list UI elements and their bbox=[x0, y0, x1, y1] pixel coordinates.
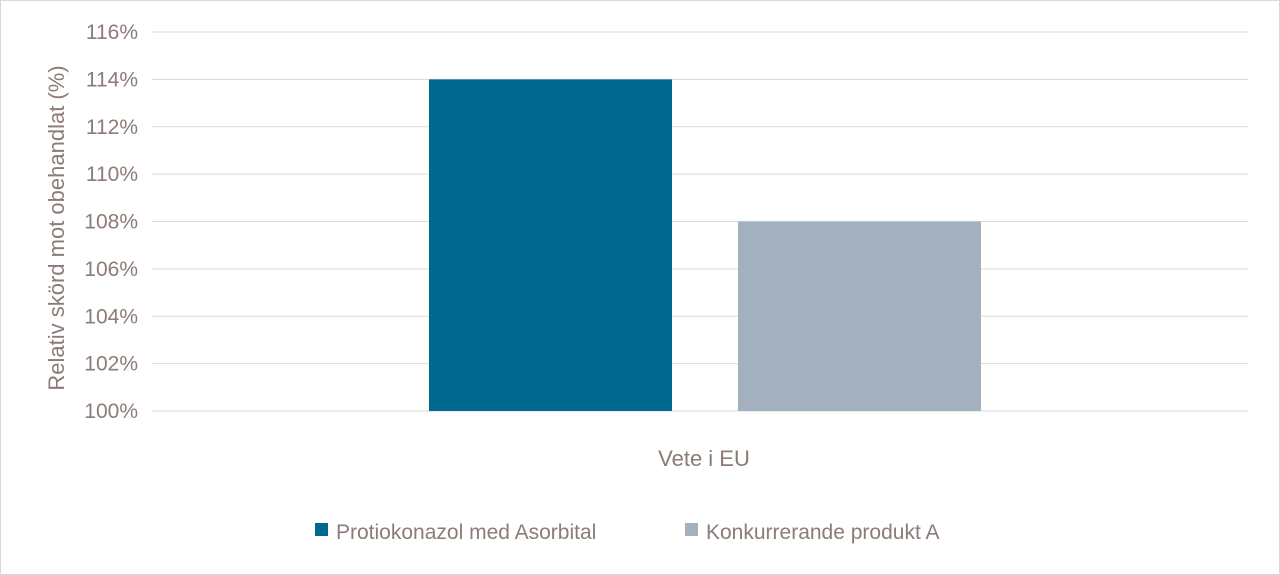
legend-label-protiokonazol: Protiokonazol med Asorbital bbox=[336, 521, 596, 544]
legend: Protiokonazol med Asorbital Konkurrerand… bbox=[315, 521, 939, 544]
gridlines bbox=[152, 31, 1248, 412]
y-tick-label: 110% bbox=[86, 163, 138, 186]
y-tick-label: 114% bbox=[86, 68, 138, 91]
y-tick-label: 116% bbox=[86, 21, 138, 44]
bar-protiokonazol bbox=[429, 79, 672, 411]
y-tick-label: 102% bbox=[84, 353, 138, 376]
y-tick-label: 104% bbox=[84, 305, 138, 328]
legend-label-konkurrerande: Konkurrerande produkt A bbox=[706, 521, 939, 544]
y-tick-label: 100% bbox=[84, 400, 138, 423]
x-category-label: Vete i EU bbox=[658, 446, 750, 471]
y-tick-label: 106% bbox=[84, 258, 138, 281]
y-tick-labels: 100% 102% 104% 106% 108% 110% 112% 114% 116% bbox=[84, 21, 138, 423]
bar-konkurrerande bbox=[738, 221, 981, 411]
legend-swatch-konkurrerande bbox=[685, 523, 698, 536]
y-tick-label: 112% bbox=[86, 116, 138, 139]
y-tick-label: 108% bbox=[84, 211, 138, 234]
y-axis-title: Relativ skörd mot obehandlat (%) bbox=[44, 65, 69, 390]
bars bbox=[429, 79, 981, 411]
legend-swatch-protiokonazol bbox=[315, 523, 328, 536]
